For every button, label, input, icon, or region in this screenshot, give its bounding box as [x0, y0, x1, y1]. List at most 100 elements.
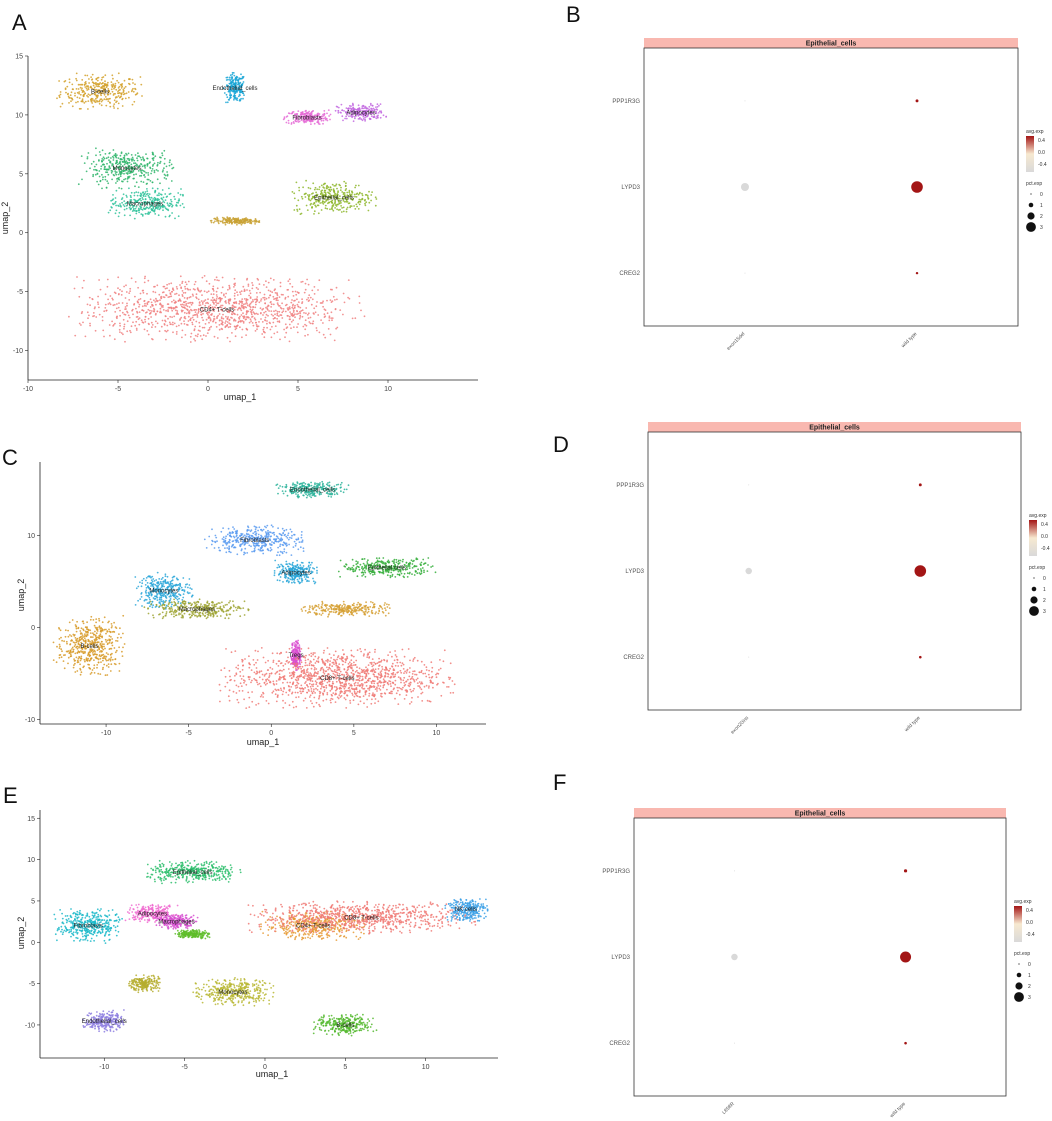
cell-point [237, 80, 240, 83]
cell-point [358, 203, 361, 206]
cell-point [316, 118, 318, 120]
cell-point [100, 86, 103, 89]
cell-point [190, 317, 192, 320]
cell-point [146, 163, 149, 166]
cell-point [283, 529, 286, 532]
cell-point [225, 315, 227, 318]
cell-point [378, 560, 381, 563]
y-tick-label: 15 [15, 54, 23, 61]
cell-point [241, 84, 244, 87]
cell-point [94, 101, 97, 104]
x-tick-label: 5 [352, 730, 356, 737]
cell-point [241, 89, 243, 91]
cell-point [282, 310, 285, 312]
cell-point [155, 169, 158, 171]
y-axis-title: umap_2 [0, 202, 10, 235]
cell-point [181, 295, 184, 297]
cell-point [190, 308, 192, 311]
cell-point [102, 329, 105, 332]
cell-point [152, 578, 155, 580]
cell-point [103, 88, 105, 90]
cell-point [154, 595, 156, 598]
cell-point [81, 98, 84, 100]
cell-point [117, 95, 120, 97]
cell-point [355, 111, 358, 113]
cell-point [103, 310, 106, 313]
cell-point [313, 210, 316, 213]
cell-point [142, 291, 145, 294]
cell-point [301, 539, 304, 542]
cell-point [312, 182, 315, 185]
cell-point [335, 286, 338, 289]
cell-point [109, 97, 111, 100]
cell-point [296, 331, 299, 334]
cell-point [203, 290, 206, 293]
cell-point [118, 302, 120, 304]
cell-point [141, 95, 143, 97]
cell-point [304, 483, 307, 485]
cell-point [291, 567, 293, 570]
cell-point [119, 288, 121, 291]
cell-point [175, 292, 178, 295]
cell-point [391, 575, 393, 577]
cell-point [137, 298, 140, 301]
cell-point [92, 84, 95, 87]
cell-point [149, 600, 152, 603]
cell-point [317, 204, 320, 207]
cell-point [109, 92, 112, 95]
cell-point [180, 188, 182, 190]
cell-point [170, 295, 173, 298]
cell-point [216, 603, 218, 605]
cell-point [95, 147, 97, 150]
cell-point [306, 313, 309, 316]
cell-point [293, 115, 296, 118]
cell-point [97, 301, 99, 304]
cell-point [334, 299, 336, 301]
cell-point [175, 597, 177, 600]
cell-point [139, 292, 142, 295]
cell-point [184, 281, 187, 284]
cell-point [231, 71, 234, 74]
cell-point [370, 199, 372, 202]
cell-point [215, 536, 218, 539]
cell-point [369, 111, 372, 114]
cell-point [246, 277, 249, 280]
cell-point [272, 541, 275, 544]
cell-point [175, 577, 178, 580]
cell-point [153, 210, 156, 213]
cell-point [356, 565, 359, 568]
cell-point [109, 334, 111, 337]
cell-point [343, 488, 346, 491]
cell-point [275, 484, 278, 486]
cell-point [140, 319, 143, 322]
cell-point [365, 201, 368, 204]
cell-point [288, 315, 291, 318]
cell-point [313, 307, 316, 310]
cell-point [249, 292, 252, 295]
cell-point [244, 547, 247, 550]
cell-point [124, 297, 127, 299]
cell-point [305, 179, 307, 182]
cell-point [268, 321, 271, 324]
cell-point [87, 152, 90, 154]
cell-point [276, 310, 279, 313]
cell-point [112, 94, 115, 96]
cell-point [77, 100, 79, 103]
cell-point [307, 194, 309, 196]
cell-point [262, 549, 264, 552]
cell-point [291, 563, 294, 566]
cell-point [176, 598, 179, 601]
cell-point [67, 95, 70, 98]
cell-point [162, 296, 165, 298]
cell-point [225, 320, 227, 322]
cell-point [378, 557, 381, 560]
cell-point [180, 287, 183, 290]
cell-point [201, 276, 204, 279]
cell-point [205, 318, 208, 321]
cell-point [252, 311, 255, 314]
cell-point [142, 192, 144, 194]
cell-point [254, 330, 257, 332]
cell-point [251, 550, 254, 553]
cell-point [254, 526, 257, 528]
cell-point [207, 290, 210, 293]
